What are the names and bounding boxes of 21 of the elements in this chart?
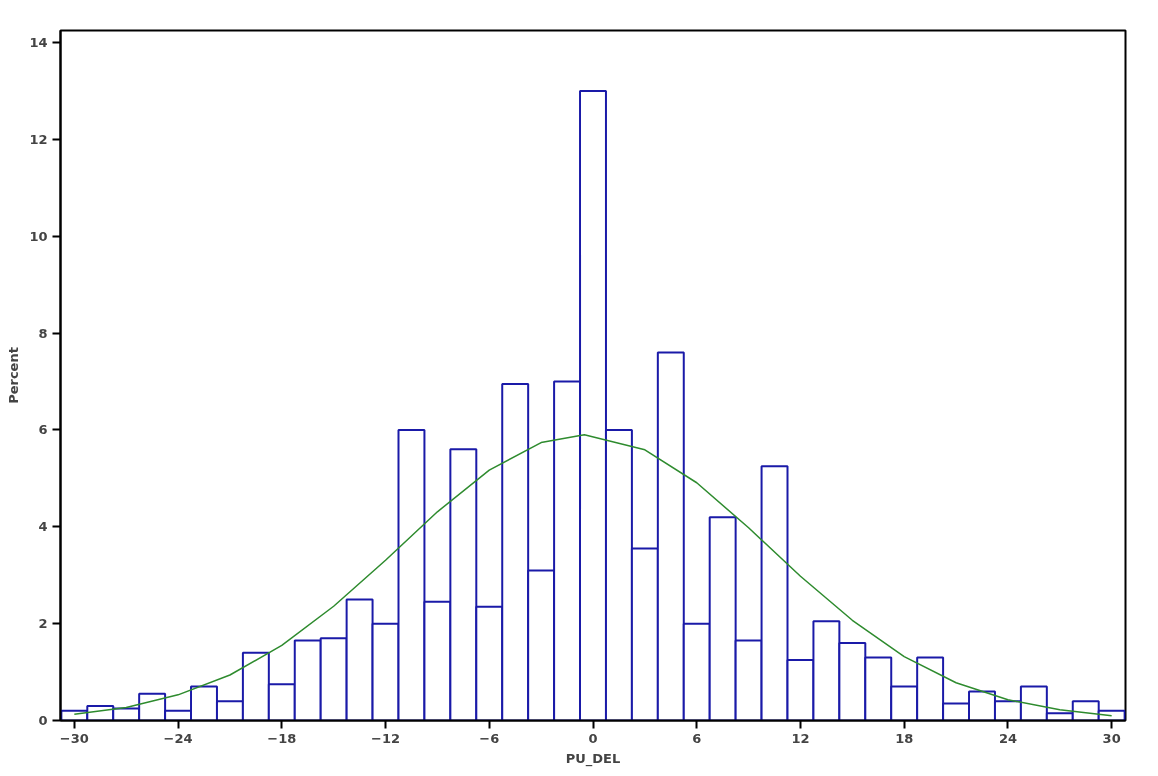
x-tick-label: 30 [1102, 730, 1121, 746]
y-tick-label: 10 [29, 228, 48, 244]
x-tick-label: −6 [479, 730, 500, 746]
x-tick-label: −24 [163, 730, 193, 746]
x-tick-label: 12 [791, 730, 810, 746]
y-tick-label: 6 [38, 422, 48, 438]
x-tick-label: 6 [692, 730, 702, 746]
x-axis-title: PU_DEL [565, 750, 621, 767]
y-tick-label: 2 [38, 616, 48, 632]
x-tick-label: 0 [588, 730, 598, 746]
x-tick-label: −12 [371, 730, 401, 746]
y-tick-label: 14 [29, 35, 48, 51]
x-tick-label: −30 [59, 730, 89, 746]
x-tick-label: 24 [998, 730, 1017, 746]
y-tick-label: 4 [38, 519, 48, 535]
y-axis-title: Percent [6, 347, 22, 404]
y-tick-label: 12 [29, 131, 48, 147]
y-tick-label: 8 [38, 325, 48, 341]
x-tick-label: −18 [267, 730, 297, 746]
y-tick-label: 0 [38, 713, 48, 728]
x-tick-label: 18 [895, 730, 914, 746]
